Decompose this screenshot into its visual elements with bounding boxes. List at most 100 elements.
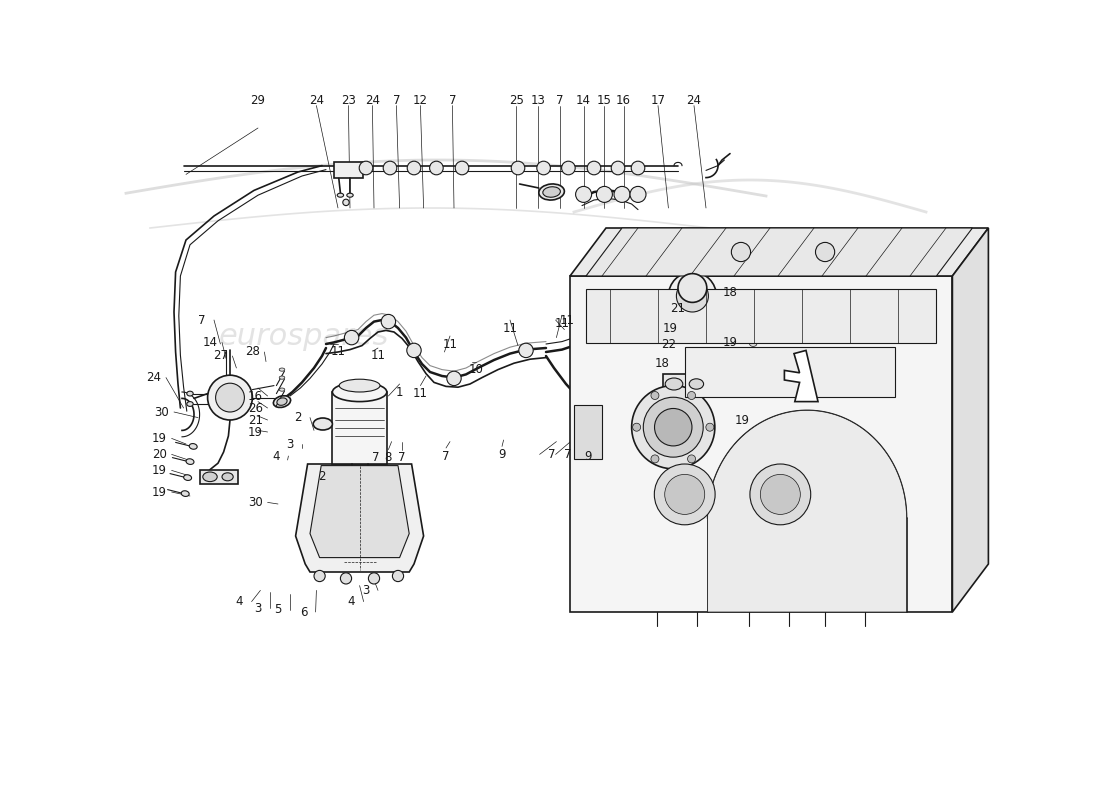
Text: 11: 11 bbox=[560, 314, 575, 326]
Ellipse shape bbox=[187, 391, 194, 396]
Bar bbox=[570, 276, 953, 612]
Text: 7: 7 bbox=[398, 451, 406, 464]
Text: 28: 28 bbox=[245, 346, 260, 358]
Ellipse shape bbox=[749, 342, 757, 346]
Circle shape bbox=[678, 274, 707, 302]
Ellipse shape bbox=[222, 473, 233, 481]
Circle shape bbox=[654, 464, 715, 525]
Text: 21: 21 bbox=[249, 414, 263, 426]
Bar bbox=[332, 392, 387, 464]
Circle shape bbox=[455, 162, 469, 174]
Text: 9: 9 bbox=[498, 448, 506, 461]
Text: 8: 8 bbox=[385, 451, 392, 464]
Text: 16: 16 bbox=[616, 94, 631, 106]
Circle shape bbox=[631, 386, 715, 469]
Circle shape bbox=[344, 330, 359, 345]
Ellipse shape bbox=[641, 292, 651, 300]
Text: 25: 25 bbox=[509, 94, 524, 106]
Ellipse shape bbox=[338, 194, 343, 198]
Text: 5: 5 bbox=[274, 603, 282, 616]
Ellipse shape bbox=[756, 316, 762, 321]
Text: 14: 14 bbox=[576, 94, 591, 106]
Text: 3: 3 bbox=[362, 584, 370, 597]
Polygon shape bbox=[953, 228, 989, 612]
Bar bbox=[684, 346, 895, 397]
Text: 1: 1 bbox=[396, 386, 404, 398]
Circle shape bbox=[393, 570, 404, 582]
Bar bbox=[574, 405, 602, 459]
Text: 7: 7 bbox=[372, 451, 379, 464]
Circle shape bbox=[519, 343, 534, 358]
Text: 12: 12 bbox=[412, 94, 428, 106]
Text: 30: 30 bbox=[155, 406, 169, 418]
Ellipse shape bbox=[666, 378, 683, 390]
Circle shape bbox=[216, 383, 244, 412]
Text: 14: 14 bbox=[202, 336, 218, 349]
Text: 17: 17 bbox=[650, 94, 666, 106]
Circle shape bbox=[630, 186, 646, 202]
Text: 11: 11 bbox=[330, 346, 345, 358]
Ellipse shape bbox=[332, 382, 387, 402]
Text: 15: 15 bbox=[597, 94, 612, 106]
Circle shape bbox=[651, 455, 659, 463]
Ellipse shape bbox=[186, 458, 194, 465]
Text: 7: 7 bbox=[393, 94, 400, 106]
Circle shape bbox=[447, 371, 461, 386]
Circle shape bbox=[760, 474, 801, 514]
Circle shape bbox=[654, 409, 692, 446]
Bar bbox=[199, 470, 238, 484]
Circle shape bbox=[407, 343, 421, 358]
Circle shape bbox=[632, 423, 640, 431]
Text: 19: 19 bbox=[249, 426, 263, 438]
Circle shape bbox=[343, 199, 349, 206]
Circle shape bbox=[587, 162, 601, 174]
Circle shape bbox=[383, 162, 397, 174]
Circle shape bbox=[815, 242, 835, 262]
Text: 19: 19 bbox=[662, 322, 678, 334]
Circle shape bbox=[512, 162, 525, 174]
Ellipse shape bbox=[690, 379, 704, 389]
Text: 7: 7 bbox=[564, 448, 571, 461]
Ellipse shape bbox=[189, 443, 197, 450]
Text: 30: 30 bbox=[249, 496, 263, 509]
Text: 11: 11 bbox=[442, 338, 458, 350]
Ellipse shape bbox=[542, 186, 560, 198]
Text: 7: 7 bbox=[556, 94, 563, 106]
Ellipse shape bbox=[279, 388, 285, 391]
Text: 3: 3 bbox=[254, 602, 262, 614]
Text: 7: 7 bbox=[548, 448, 556, 461]
Ellipse shape bbox=[279, 376, 285, 379]
Text: 16: 16 bbox=[249, 390, 263, 402]
Circle shape bbox=[360, 162, 373, 174]
Ellipse shape bbox=[730, 292, 739, 300]
Circle shape bbox=[314, 570, 326, 582]
Ellipse shape bbox=[346, 194, 353, 198]
Circle shape bbox=[537, 162, 550, 174]
Text: 23: 23 bbox=[341, 94, 355, 106]
Ellipse shape bbox=[274, 396, 290, 407]
Circle shape bbox=[706, 423, 714, 431]
Circle shape bbox=[750, 464, 811, 525]
Bar bbox=[586, 290, 936, 343]
Text: 24: 24 bbox=[686, 94, 702, 106]
Text: 19: 19 bbox=[735, 414, 749, 426]
Text: 13: 13 bbox=[530, 94, 546, 106]
Ellipse shape bbox=[202, 472, 217, 482]
Ellipse shape bbox=[600, 421, 616, 434]
Circle shape bbox=[382, 314, 396, 329]
Text: 24: 24 bbox=[309, 94, 323, 106]
Text: 3: 3 bbox=[286, 438, 294, 450]
Text: 18: 18 bbox=[654, 358, 670, 370]
Text: 11: 11 bbox=[412, 387, 428, 400]
Circle shape bbox=[669, 272, 716, 320]
Ellipse shape bbox=[279, 368, 285, 371]
Text: 9: 9 bbox=[585, 450, 592, 462]
Text: 20: 20 bbox=[152, 448, 167, 461]
Circle shape bbox=[614, 186, 630, 202]
Text: 19: 19 bbox=[152, 432, 167, 445]
Circle shape bbox=[688, 391, 695, 399]
Text: 21: 21 bbox=[671, 302, 685, 314]
Polygon shape bbox=[310, 466, 409, 558]
Circle shape bbox=[596, 186, 613, 202]
Text: 24: 24 bbox=[146, 371, 162, 384]
